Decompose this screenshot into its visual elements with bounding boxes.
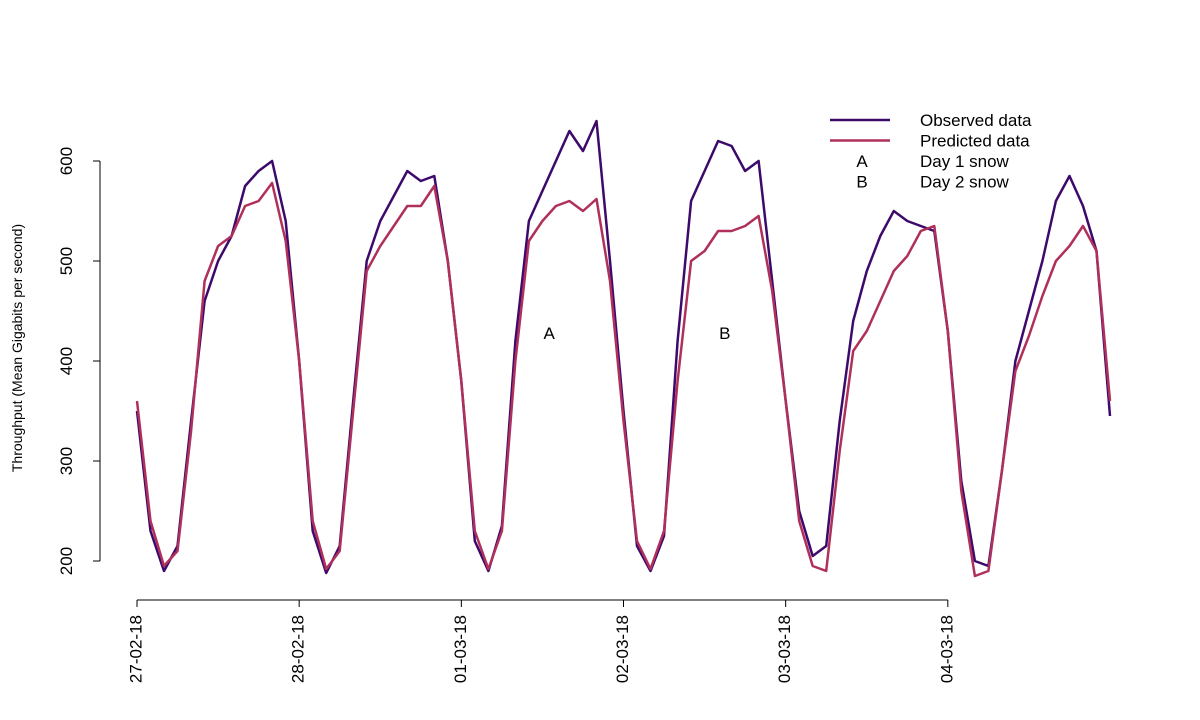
- legend-symbol: B: [856, 173, 867, 192]
- y-tick-label: 300: [57, 447, 76, 475]
- legend-label: Day 1 snow: [920, 152, 1010, 171]
- legend-label: Day 2 snow: [920, 173, 1010, 192]
- x-tick-label: 03-03-18: [775, 615, 794, 683]
- x-tick-label: 01-03-18: [451, 615, 470, 683]
- annotation: B: [719, 324, 730, 343]
- legend-label: Observed data: [920, 111, 1032, 130]
- x-tick-label: 02-03-18: [613, 615, 632, 683]
- y-tick-label: 600: [57, 147, 76, 175]
- legend-label: Predicted data: [920, 132, 1030, 151]
- x-tick-label: 04-03-18: [937, 615, 956, 683]
- annotation: A: [544, 324, 556, 343]
- y-tick-label: 500: [57, 247, 76, 275]
- x-tick-label: 27-02-18: [126, 615, 145, 683]
- y-axis-label: Throughput (Mean Gigabits per second): [9, 224, 25, 472]
- y-tick-label: 400: [57, 347, 76, 375]
- legend-symbol: A: [856, 152, 868, 171]
- y-tick-label: 200: [57, 547, 76, 575]
- series-line: [135, 181, 1112, 578]
- x-tick-label: 28-02-18: [289, 615, 308, 683]
